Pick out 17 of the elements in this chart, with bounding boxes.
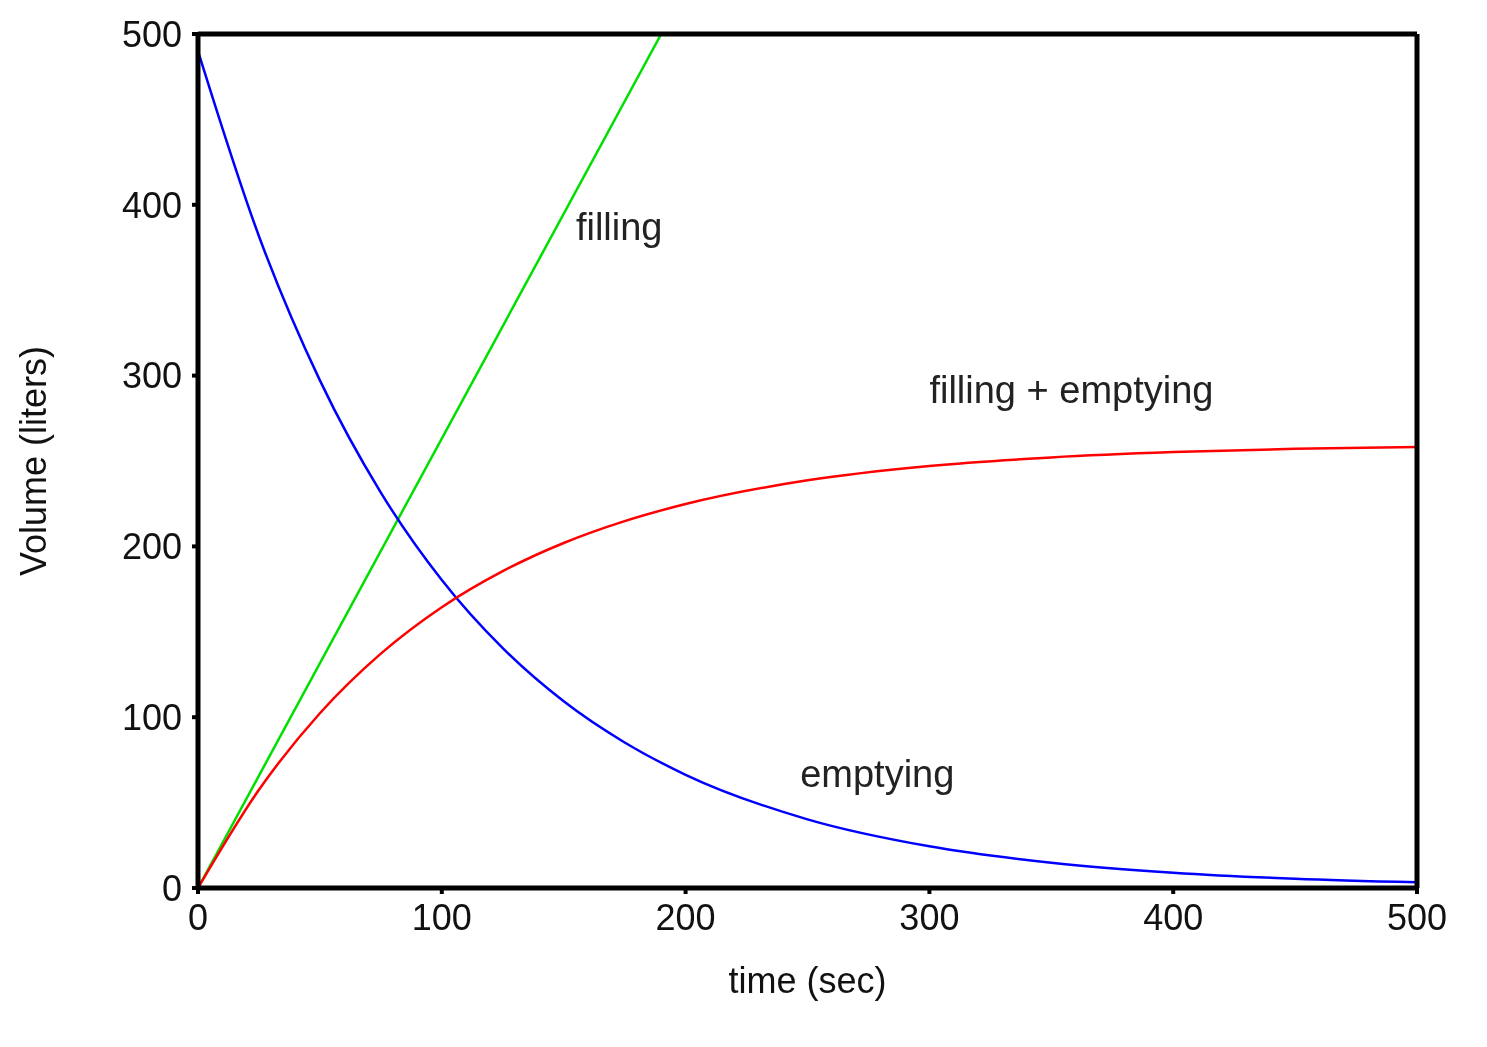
y-axis-title: Volume (liters) bbox=[12, 345, 54, 577]
x-tick-label: 400 bbox=[1143, 896, 1204, 938]
y-tick-label: 500 bbox=[121, 13, 182, 55]
x-tick-label: 300 bbox=[899, 896, 960, 938]
y-tick-label: 0 bbox=[161, 867, 182, 909]
y-tick-label: 400 bbox=[121, 184, 182, 226]
series-label: filling + emptying bbox=[929, 368, 1214, 411]
y-tick-label: 100 bbox=[121, 696, 182, 738]
y-tick-label: 200 bbox=[121, 526, 182, 568]
x-axis-title: time (sec) bbox=[728, 960, 887, 1001]
x-tick-label: 100 bbox=[411, 896, 472, 938]
x-tick-label: 500 bbox=[1386, 896, 1448, 938]
x-tick-label: 0 bbox=[187, 896, 209, 938]
series-label: filling bbox=[575, 206, 663, 249]
series-label: emptying bbox=[800, 753, 955, 796]
x-tick-label: 200 bbox=[655, 896, 716, 938]
y-tick-label: 300 bbox=[121, 355, 182, 397]
